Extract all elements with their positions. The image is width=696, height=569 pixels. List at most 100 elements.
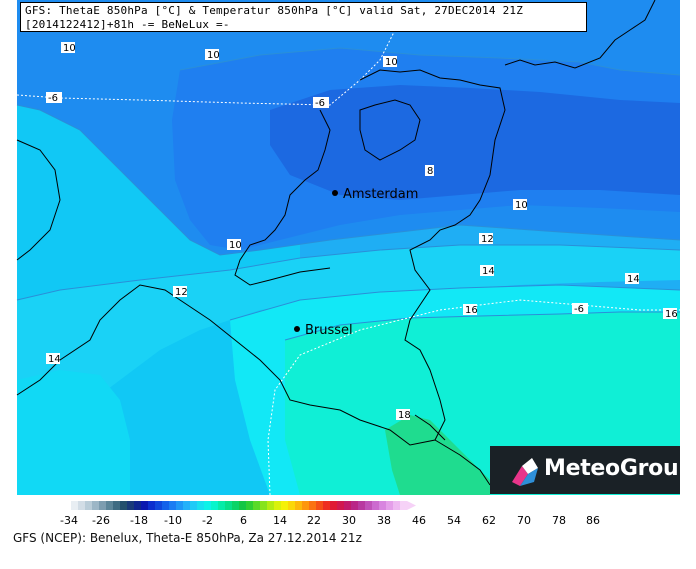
temperature-labels: -6 -6 -6 [46, 92, 588, 315]
colorbar [64, 501, 416, 510]
colorbar-swatch [281, 501, 288, 510]
colorbar-swatch [253, 501, 260, 510]
colorbar-swatch [393, 501, 400, 510]
city-marker-amsterdam [332, 190, 338, 196]
contour-label: 8 [427, 166, 433, 177]
colorbar-swatch [99, 501, 106, 510]
colorbar-swatch [197, 501, 204, 510]
label-box [425, 165, 434, 176]
label-box [663, 308, 677, 319]
temp-label: -6 [574, 304, 584, 315]
colorbar-swatch [295, 501, 302, 510]
contour-label: 12 [481, 234, 494, 245]
colorbar-swatch [386, 501, 393, 510]
colorbar-tick: 62 [482, 514, 496, 527]
label-box [227, 239, 241, 250]
colorbar-swatch [225, 501, 232, 510]
contour-label: 12 [175, 287, 188, 298]
temp-label: -6 [315, 98, 325, 109]
colorbar-swatch [239, 501, 246, 510]
logo-text: MeteoGroup [544, 456, 694, 481]
colorbar-tick: 70 [517, 514, 531, 527]
temp-label: -6 [48, 93, 58, 104]
colorbar-swatch [246, 501, 253, 510]
coastline-borders [16, 0, 656, 486]
contour-label: 10 [63, 43, 76, 54]
colorbar-swatch [183, 501, 190, 510]
contour-label: 16 [465, 305, 478, 316]
colorbar-swatch [302, 501, 309, 510]
colorbar-swatch [351, 501, 358, 510]
city-label-brussel: Brussel [305, 323, 353, 338]
colorbar-tick: 22 [307, 514, 321, 527]
band-8-inner [270, 85, 680, 200]
colorbar-swatch [274, 501, 281, 510]
colorbar-swatch [267, 501, 274, 510]
header-subtitle: [2014122412]+81h -= BeNeLux =- [25, 18, 230, 31]
label-box [46, 353, 60, 364]
label-box [383, 56, 397, 67]
band-14-sw [17, 370, 130, 495]
label-box [396, 409, 410, 420]
colorbar-tick: 6 [240, 514, 247, 527]
contour-label: 14 [627, 274, 640, 285]
colorbar-swatch [190, 501, 197, 510]
label-box [480, 265, 494, 276]
colorbar-tick: 38 [377, 514, 391, 527]
colorbar-swatch [344, 501, 351, 510]
contour-label: 14 [48, 354, 61, 365]
colorbar-swatch [316, 501, 323, 510]
temperature-contours [16, 0, 680, 496]
colorbar-end-arrow [407, 501, 416, 510]
thetae-labels: 10 10 10 8 10 10 12 12 14 14 16 16 14 18 [46, 42, 678, 421]
colorbar-swatch [92, 501, 99, 510]
contour-label: 14 [482, 266, 495, 277]
colorbar-swatch [260, 501, 267, 510]
colorbar-swatch [127, 501, 134, 510]
colorbar-swatch [330, 501, 337, 510]
colorbar-ticks: -34 -26 -18 -10 -2 6 14 22 30 38 46 54 6… [60, 514, 600, 527]
label-box [205, 49, 219, 60]
colorbar-tick: -18 [130, 514, 148, 527]
colorbar-swatch [232, 501, 239, 510]
colorbar-tick: 86 [586, 514, 600, 527]
colorbar-tick: 30 [342, 514, 356, 527]
colorbar-swatch [379, 501, 386, 510]
colorbar-swatch [71, 501, 78, 510]
colorbar-tick: 54 [447, 514, 461, 527]
city-marker-brussel [294, 326, 300, 332]
contour-label: 10 [207, 50, 220, 61]
colorbar-swatch [169, 501, 176, 510]
colorbar-swatch [288, 501, 295, 510]
colorbar-swatch [358, 501, 365, 510]
colorbar-swatch [218, 501, 225, 510]
city-label-amsterdam: Amsterdam [343, 187, 418, 202]
colorbar-swatch [148, 501, 155, 510]
colorbar-tick: 78 [552, 514, 566, 527]
label-box [572, 303, 588, 314]
colorbar-swatch [141, 501, 148, 510]
colorbar-swatch [400, 501, 407, 510]
label-box [46, 92, 62, 103]
cities: Amsterdam Brussel [294, 187, 418, 338]
colorbar-swatch [134, 501, 141, 510]
contour-label: 10 [229, 240, 242, 251]
contour-label: 18 [398, 410, 411, 421]
map-header: GFS: ThetaE 850hPa [°C] & Temperatur 850… [20, 2, 587, 32]
label-box [173, 286, 187, 297]
colorbar-swatch [323, 501, 330, 510]
colorbar-tick: -26 [92, 514, 110, 527]
colorbar-tick: 14 [273, 514, 287, 527]
colorbar-swatch [120, 501, 127, 510]
colorbar-tick: -10 [164, 514, 182, 527]
colorbar-swatch [113, 501, 120, 510]
contour-label: 10 [515, 200, 528, 211]
colorbar-tick: 46 [412, 514, 426, 527]
header-title: GFS: ThetaE 850hPa [°C] & Temperatur 850… [25, 4, 524, 17]
contour-label: 10 [385, 57, 398, 68]
colorbar-swatch [365, 501, 372, 510]
label-box [479, 233, 493, 244]
colorbar-tick: -2 [202, 514, 213, 527]
colorbar-swatch [211, 501, 218, 510]
meteogroup-logo: MeteoGroup [490, 446, 694, 494]
